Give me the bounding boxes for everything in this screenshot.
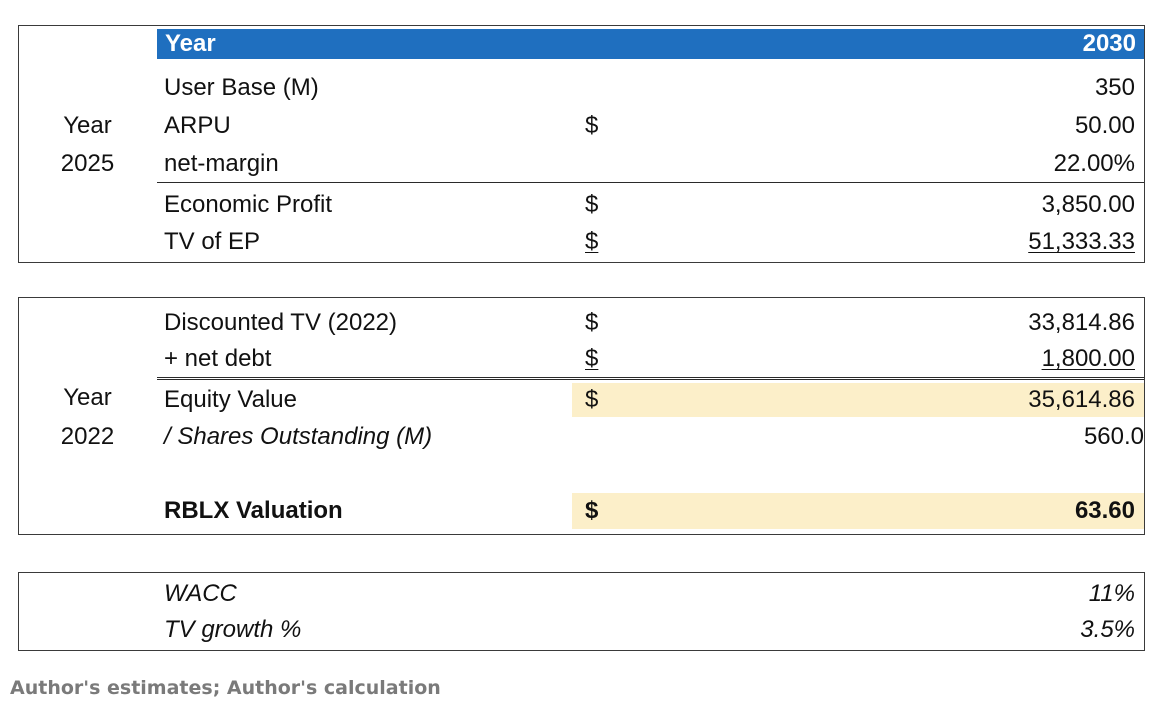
arpu-label: ARPU (164, 112, 231, 139)
equity-value-label: Equity Value (164, 386, 297, 413)
rblx-valuation-label: RBLX Valuation (164, 497, 343, 524)
source-caption: Author's estimates; Author's calculation (10, 677, 441, 699)
arpu-value: 50.00 (1074, 112, 1135, 139)
tv-growth-label: TV growth % (164, 616, 302, 643)
net-debt-value: 1,800.00 (1041, 345, 1135, 372)
net-debt-currency: $ (585, 345, 599, 372)
rblx-valuation-currency: $ (585, 497, 599, 524)
tv-of-ep-label: TV of EP (164, 228, 261, 255)
table-header: Year 2030 (157, 29, 1144, 59)
tv-growth-value: 3.5% (1080, 616, 1135, 643)
tv-of-ep-value: 51,333.33 (1028, 228, 1135, 255)
discounted-tv-value: 33,814.86 (1028, 309, 1135, 336)
projection-2030-table: Year 2025 Year 2030 User Base (M) 350 AR… (18, 25, 1145, 263)
year-label: Year (63, 112, 112, 139)
shares-outstanding-value: 560.0 (1083, 423, 1144, 450)
economic-profit-value: 3,850.00 (1041, 191, 1135, 218)
user-base-label: User Base (M) (164, 74, 319, 101)
valuation-2022-table: Year 2022 Discounted TV (2022) $ 33,814.… (18, 297, 1145, 535)
equity-value-value: 35,614.86 (1028, 386, 1135, 413)
valuation-highlight (572, 493, 1144, 529)
subtotal-rule (157, 182, 1144, 183)
header-year-label: Year (165, 30, 216, 57)
wacc-label: WACC (164, 580, 237, 607)
total-rule (157, 377, 1144, 380)
year-value: 2022 (60, 423, 115, 450)
tv-of-ep-currency: $ (585, 228, 599, 255)
year-label: Year (63, 384, 112, 411)
discounted-tv-label: Discounted TV (2022) (164, 309, 398, 336)
net-margin-label: net-margin (164, 150, 279, 177)
arpu-currency: $ (585, 112, 599, 139)
net-debt-label: + net debt (164, 345, 272, 372)
user-base-value: 350 (1094, 74, 1135, 101)
shares-outstanding-label: / Shares Outstanding (M) (164, 423, 433, 450)
equity-value-currency: $ (585, 386, 599, 413)
assumptions-table: WACC 11% TV growth % 3.5% (18, 572, 1145, 651)
year-value: 2025 (60, 150, 115, 177)
rblx-valuation-value: 63.60 (1074, 497, 1135, 524)
wacc-value: 11% (1088, 580, 1135, 607)
header-year-value: 2030 (1082, 30, 1136, 57)
discounted-tv-currency: $ (585, 309, 599, 336)
economic-profit-currency: $ (585, 191, 599, 218)
net-margin-value: 22.00% (1053, 150, 1135, 177)
equity-value-highlight (572, 383, 1144, 417)
economic-profit-label: Economic Profit (164, 191, 333, 218)
